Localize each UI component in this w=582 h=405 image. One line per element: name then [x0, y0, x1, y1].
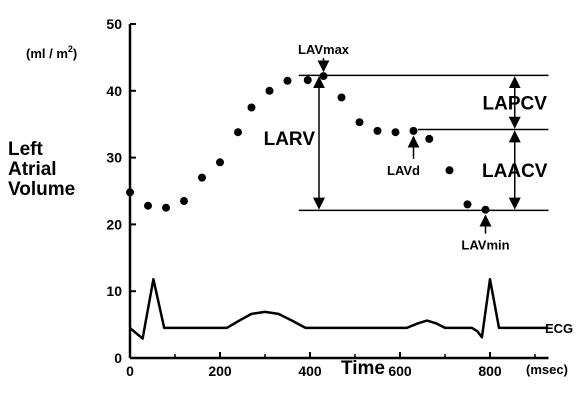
volume-points — [126, 72, 490, 214]
annotation-laacv: LAACV — [482, 161, 548, 182]
volume-point — [247, 103, 256, 112]
ecg-trace: ECG — [129, 277, 573, 340]
volume-point — [162, 203, 170, 212]
volume-point — [373, 126, 382, 135]
volume-point — [303, 76, 312, 85]
x-tick-label: 600 — [388, 363, 412, 379]
annotation-larv: LARV — [264, 129, 316, 150]
annotation-lavd: LAVd — [387, 163, 420, 178]
volume-point — [355, 118, 364, 127]
y-tick-label: 0 — [114, 350, 122, 366]
volume-point — [409, 126, 418, 135]
y-unit-end: ) — [73, 46, 77, 61]
y-axis-label-line-2: Atrial — [8, 159, 57, 180]
y-axis-unit: (ml / m2) — [26, 44, 77, 61]
y-tick-label: 10 — [106, 283, 122, 299]
y-tick-label: 50 — [106, 16, 122, 32]
x-ticks: 0 200 400 600 800 — [126, 352, 536, 379]
volume-point — [445, 166, 454, 175]
volume-point — [144, 201, 152, 210]
y-tick-label: 40 — [106, 83, 122, 99]
y-tick-label: 30 — [106, 150, 122, 166]
ecg-label: ECG — [545, 321, 573, 336]
x-tick-label: 200 — [208, 363, 232, 379]
volume-point — [283, 76, 292, 85]
y-axis-label: Left Atrial Volume — [8, 139, 75, 200]
annotation-lavmin: LAVmin — [461, 238, 509, 253]
y-axis-label-line-3: Volume — [8, 179, 75, 200]
reference-lines — [298, 74, 549, 212]
x-axis-unit: (msec) — [526, 362, 568, 377]
volume-point — [198, 173, 206, 182]
volume-point — [180, 197, 188, 206]
y-unit-sup: 2 — [68, 44, 73, 54]
volume-point — [463, 200, 472, 209]
y-unit-main: (ml / m — [26, 46, 68, 61]
volume-point — [319, 72, 328, 81]
y-tick-label: 20 — [106, 216, 122, 232]
y-axis-label-line-1: Left — [8, 139, 44, 160]
volume-point — [265, 86, 274, 95]
volume-point — [425, 134, 434, 143]
x-axis-label: Time — [341, 358, 385, 379]
x-tick-label: 0 — [126, 363, 134, 379]
ecg-line — [129, 277, 549, 340]
x-tick-label: 800 — [478, 363, 502, 379]
annotation-lapcv: LAPCV — [483, 93, 548, 114]
annotation-lavmax: LAVmax — [298, 42, 350, 57]
annotations: LAVmax LAVd LAVmin LARV LAPCV LAACV — [264, 42, 548, 253]
volume-point — [391, 128, 400, 137]
x-tick-label: 400 — [298, 363, 322, 379]
y-ticks: 0 10 20 30 40 50 — [106, 16, 136, 366]
volume-point — [216, 158, 224, 167]
volume-point — [234, 128, 242, 137]
volume-point — [337, 93, 346, 102]
volume-point — [481, 205, 490, 214]
volume-point — [126, 188, 134, 197]
